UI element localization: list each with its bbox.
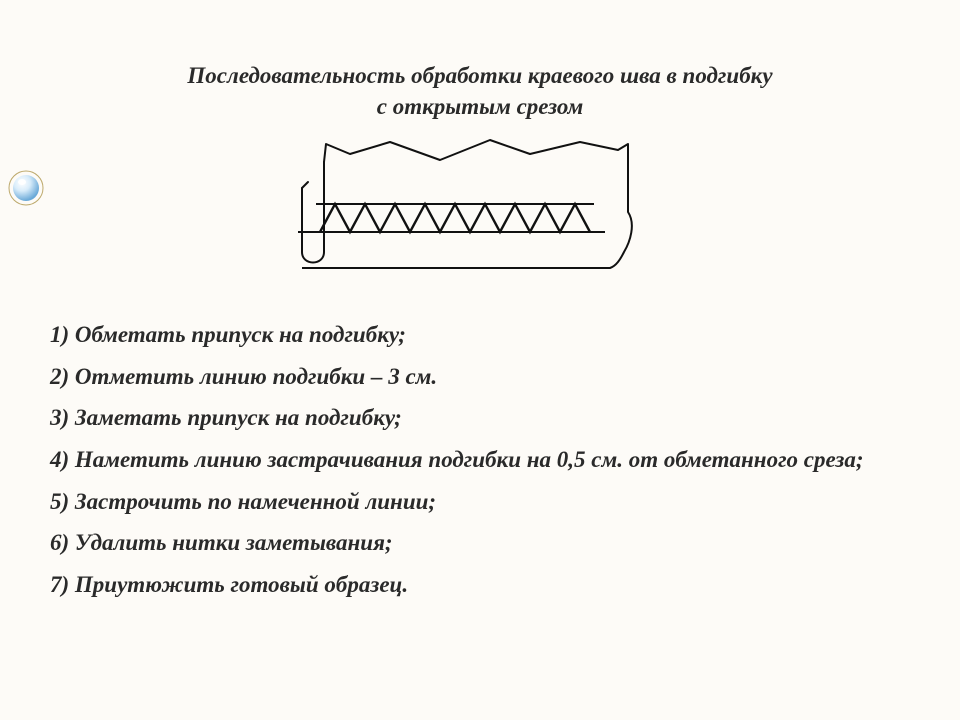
step-item: 3) Заметать припуск на подгибку;: [50, 400, 910, 436]
title-line-2: с открытым срезом: [377, 94, 583, 119]
step-item: 2) Отметить линию подгибки – 3 см.: [50, 359, 910, 395]
seam-diagram: [280, 132, 680, 297]
step-item: 7) Приутюжить готовый образец.: [50, 567, 910, 603]
decorative-orb: [8, 170, 44, 206]
step-item: 5) Застрочить по намеченной линии;: [50, 484, 910, 520]
steps-list: 1) Обметать припуск на подгибку; 2) Отмет…: [50, 317, 910, 602]
page-title: Последовательность обработки краевого шв…: [80, 60, 880, 122]
step-item: 6) Удалить нитки заметывания;: [50, 525, 910, 561]
slide: Последовательность обработки краевого шв…: [0, 0, 960, 720]
step-item: 1) Обметать припуск на подгибку;: [50, 317, 910, 353]
step-item: 4) Наметить линию застрачивания подгибки…: [50, 442, 910, 478]
title-line-1: Последовательность обработки краевого шв…: [187, 63, 772, 88]
